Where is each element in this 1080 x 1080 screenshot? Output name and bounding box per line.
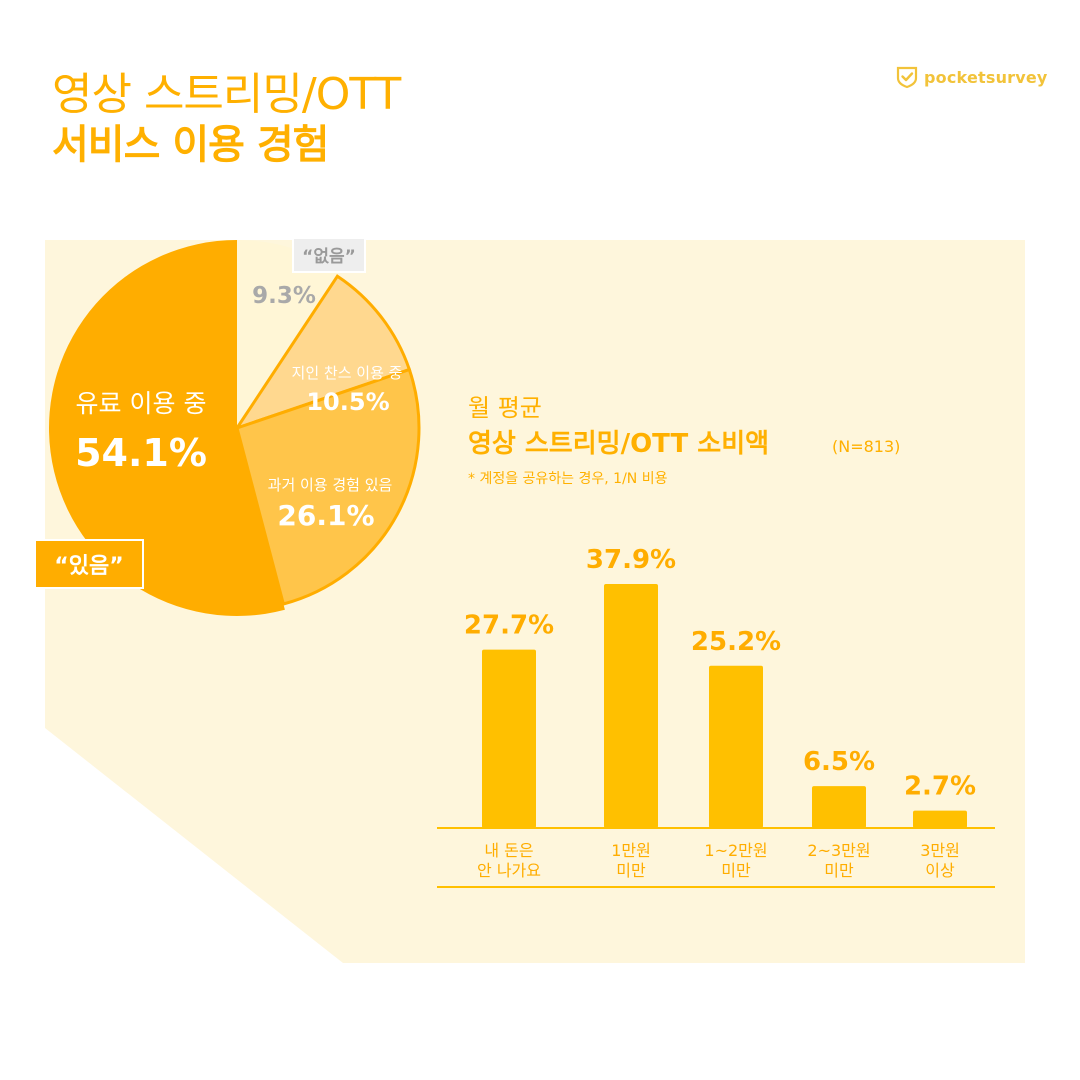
slice-label-past: 과거 이용 경험 있음 — [268, 476, 393, 494]
bar-chart-sample-size: (N=813) — [832, 437, 900, 456]
pie-slice-3 — [237, 240, 341, 428]
slice-label-paid: 유료 이용 중 — [76, 389, 207, 418]
bar-category-label-0-0: 내 돈은 — [484, 841, 533, 860]
bar-category-label-4-1: 이상 — [925, 861, 955, 880]
bar-chart-title-line1: 월 평균 — [468, 394, 542, 422]
page-title-line2: 서비스 이용 경험 — [52, 122, 329, 168]
shield-check-icon — [896, 66, 918, 89]
slice-value-none: 9.3% — [252, 283, 316, 309]
brand-name: pocketsurvey — [924, 67, 1048, 87]
slice-label-friend: 지인 찬스 이용 중 — [292, 364, 403, 382]
slice-value-paid: 54.1% — [75, 431, 207, 475]
bar-category-label-1-0: 1만원 — [611, 841, 651, 860]
bar-category-label-4-0: 3만원 — [920, 841, 960, 860]
slice-value-friend: 10.5% — [306, 388, 389, 416]
group-label-yes: “있음” — [54, 554, 123, 579]
slice-value-past: 26.1% — [277, 499, 374, 532]
bar-category-label-2-1: 미만 — [721, 861, 751, 880]
brand-logo: pocketsurvey — [896, 62, 1048, 92]
page-title-line1: 영상 스트리밍/OTT — [52, 69, 401, 120]
pie-slice-1 — [235, 367, 421, 606]
pie-slice-2 — [233, 274, 412, 431]
group-label-no-box — [292, 237, 366, 273]
bar-category-label-3-1: 미만 — [824, 861, 854, 880]
bar-1 — [604, 584, 658, 828]
bar-chart-note: * 계정을 공유하는 경우, 1/N 비용 — [468, 471, 668, 487]
bar-value-label-2: 25.2% — [691, 627, 781, 657]
bar-category-label-0-1: 안 나가요 — [477, 861, 541, 880]
bar-0 — [482, 649, 536, 828]
bar-4 — [913, 810, 967, 828]
bar-value-label-0: 27.7% — [464, 611, 554, 641]
pie-slice-0 — [48, 240, 285, 616]
bar-category-label-1-1: 미만 — [616, 861, 646, 880]
bar-category-label-2-0: 1~2만원 — [704, 841, 767, 860]
bar-2 — [709, 665, 763, 828]
group-label-yes-box — [34, 539, 144, 589]
bar-value-label-1: 37.9% — [586, 545, 676, 575]
bar-3 — [812, 786, 866, 828]
group-label-no: “없음” — [302, 247, 356, 267]
bar-category-label-3-0: 2~3만원 — [807, 841, 870, 860]
bar-value-label-3: 6.5% — [803, 747, 875, 777]
bar-chart-title-line2: 영상 스트리밍/OTT 소비액 — [468, 429, 769, 459]
bar-value-label-4: 2.7% — [904, 772, 976, 802]
